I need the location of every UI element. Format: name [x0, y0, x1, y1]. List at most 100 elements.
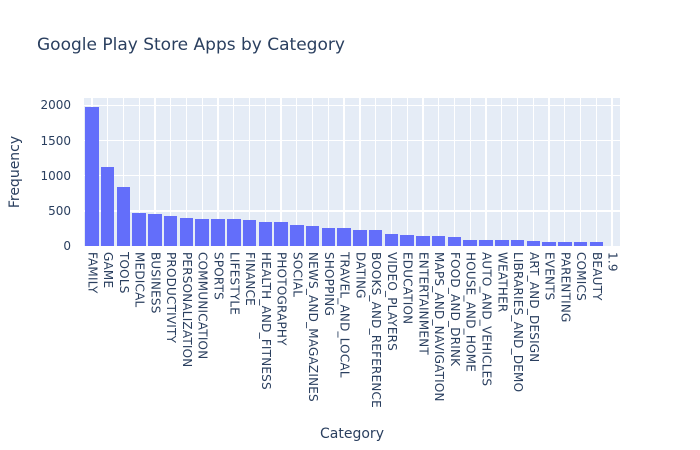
bar-ENTERTAINMENT[interactable] — [416, 235, 430, 246]
x-tick-label: PHOTOGRAPHY — [274, 252, 289, 346]
gridline-x — [611, 98, 613, 246]
bar-FOOD_AND_DRINK[interactable] — [447, 237, 462, 246]
bar-BEAUTY[interactable] — [589, 242, 604, 246]
bar-TRAVEL_AND_LOCAL[interactable] — [337, 227, 351, 246]
x-tick-label: PRODUCTIVITY — [164, 252, 179, 344]
bar-PHOTOGRAPHY[interactable] — [274, 222, 288, 246]
x-tick-label: MEDICAL — [132, 252, 147, 308]
gridline-x — [406, 98, 408, 246]
gridline-x — [374, 98, 377, 246]
bar-BUSINESS[interactable] — [148, 213, 162, 246]
gridline-x — [438, 98, 440, 246]
bar-NEWS_AND_MAGAZINES[interactable] — [305, 226, 320, 246]
gridline-x — [233, 98, 235, 246]
gridline-x — [311, 98, 314, 246]
gridline-x — [453, 98, 456, 246]
bar-DATING[interactable] — [353, 229, 367, 246]
bar-HEALTH_AND_FITNESS[interactable] — [258, 222, 273, 246]
plot-area[interactable] — [84, 98, 620, 246]
bar-VIDEO_PLAYERS[interactable] — [384, 233, 399, 246]
bar-MAPS_AND_NAVIGATION[interactable] — [431, 236, 446, 246]
chart-title: Google Play Store Apps by Category — [37, 35, 345, 55]
gridline-x — [122, 98, 125, 246]
bar-PRODUCTIVITY[interactable] — [163, 216, 178, 246]
gridline-x — [185, 98, 188, 246]
gridline-y-500 — [84, 210, 620, 212]
x-tick-label: SHOPPING — [321, 252, 336, 316]
gridline-y-1500 — [84, 139, 620, 142]
bar-LIBRARIES_AND_DEMO[interactable] — [510, 240, 525, 246]
x-tick-label: GAME — [101, 252, 116, 289]
x-tick-label: LIBRARIES_AND_DEMO — [511, 252, 526, 393]
x-tick-label: LIFESTYLE — [227, 252, 242, 316]
gridline-x — [280, 98, 282, 246]
bar-COMMUNICATION[interactable] — [195, 218, 209, 246]
bar-PERSONALIZATION[interactable] — [179, 218, 194, 246]
gridline-x — [422, 98, 424, 246]
bar-WEATHER[interactable] — [495, 240, 509, 246]
bar-SHOPPING[interactable] — [321, 227, 336, 246]
x-tick-label: PERSONALIZATION — [179, 252, 194, 368]
x-tick-label: FOOD_AND_DRINK — [447, 252, 462, 367]
gridline-x — [217, 98, 219, 246]
gridline-x — [595, 98, 597, 246]
bar-HOUSE_AND_HOME[interactable] — [463, 239, 477, 246]
gridline-x — [485, 98, 487, 246]
x-tick-label: HEALTH_AND_FITNESS — [258, 252, 273, 390]
x-tick-label: 1.9 — [605, 252, 620, 272]
bar-AUTO_AND_VEHICLES[interactable] — [479, 240, 493, 246]
gridline-x — [548, 98, 550, 246]
gridline-x — [359, 98, 361, 246]
gridline-x — [138, 98, 140, 246]
x-tick-label: WEATHER — [495, 252, 510, 313]
bar-EVENTS[interactable] — [542, 241, 556, 246]
x-tick-label: HOUSE_AND_HOME — [463, 252, 478, 373]
gridline-x — [343, 98, 345, 246]
gridline-x — [564, 98, 566, 246]
bar-FAMILY[interactable] — [85, 107, 99, 246]
y-tick-label-2000: 2000 — [40, 98, 71, 113]
bar-GAME[interactable] — [100, 166, 115, 246]
y-tick-label-0: 0 — [63, 239, 71, 253]
x-tick-label: FAMILY — [85, 252, 100, 294]
y-tick-label-1500: 1500 — [40, 133, 71, 148]
bar-MEDICAL[interactable] — [132, 213, 146, 246]
x-tick-label: ENTERTAINMENT — [416, 252, 431, 355]
gridline-x — [201, 98, 203, 246]
gridline-x — [170, 98, 172, 246]
y-tick-label-1000: 1000 — [40, 168, 71, 183]
bar-EDUCATION[interactable] — [400, 235, 414, 246]
bar-SPORTS[interactable] — [211, 219, 225, 246]
x-tick-label: COMICS — [574, 252, 589, 301]
gridline-x — [501, 98, 503, 246]
gridline-x — [327, 98, 329, 246]
gridline-x — [469, 98, 471, 246]
bar-LIFESTYLE[interactable] — [227, 219, 241, 246]
x-tick-label: ART_AND_DESIGN — [526, 252, 541, 363]
bar-COMICS[interactable] — [573, 241, 588, 246]
bar-PARENTING[interactable] — [558, 241, 572, 246]
x-tick-label: PARENTING — [558, 252, 573, 323]
gridline-x — [248, 98, 251, 246]
gridline-x — [390, 98, 393, 246]
x-tick-label: MAPS_AND_NAVIGATION — [432, 252, 447, 402]
gridline-x — [532, 98, 534, 246]
x-tick-label: SOCIAL — [290, 252, 305, 298]
x-tick-label: BOOKS_AND_REFERENCE — [369, 252, 384, 408]
x-tick-label: COMMUNICATION — [195, 252, 210, 360]
x-tick-label: SPORTS — [211, 252, 226, 300]
x-axis-title: Category — [320, 426, 384, 442]
x-tick-label: DATING — [353, 252, 368, 299]
x-tick-label: FINANCE — [243, 252, 258, 306]
x-tick-label: AUTO_AND_VEHICLES — [479, 252, 494, 387]
bar-ART_AND_DESIGN[interactable] — [526, 241, 541, 246]
x-tick-label: TOOLS — [116, 252, 131, 294]
x-tick-label: NEWS_AND_MAGAZINES — [306, 252, 321, 402]
bar-SOCIAL[interactable] — [290, 225, 304, 246]
bar-TOOLS[interactable] — [116, 186, 131, 246]
gridline-x — [264, 98, 266, 246]
gridline-x — [579, 98, 582, 246]
bar-FINANCE[interactable] — [242, 220, 257, 246]
bar-BOOKS_AND_REFERENCE[interactable] — [368, 229, 383, 246]
